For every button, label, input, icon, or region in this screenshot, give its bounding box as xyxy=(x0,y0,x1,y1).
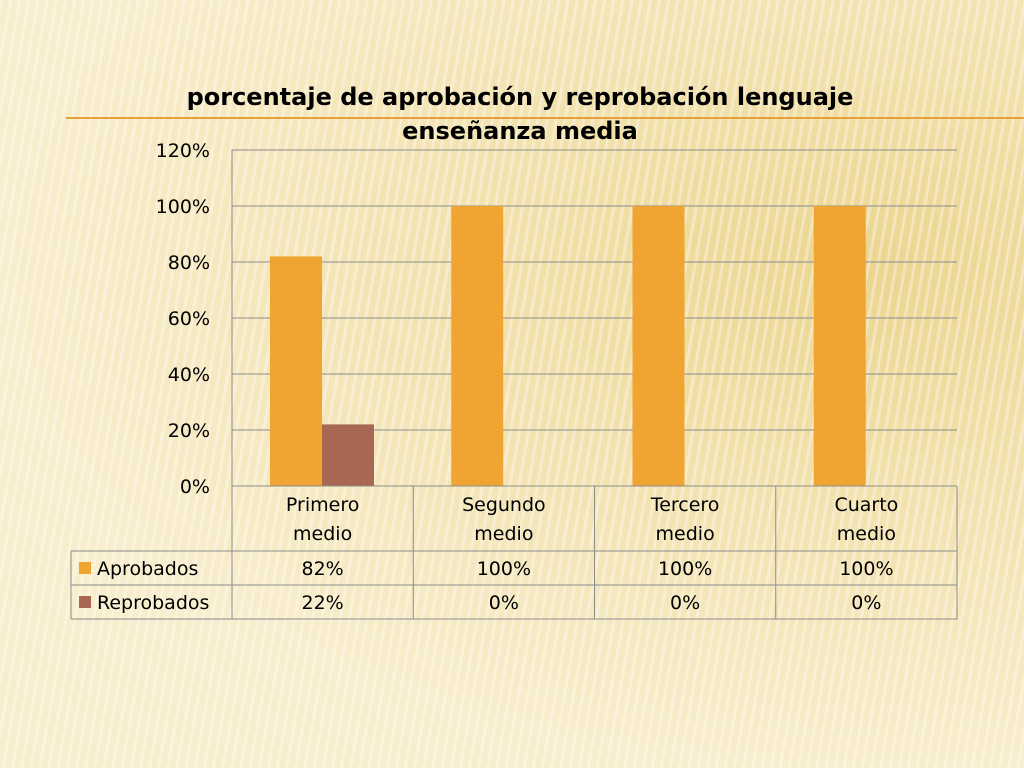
bar-reprobados xyxy=(322,424,374,486)
y-tick-label: 100% xyxy=(156,196,210,218)
y-axis-tick-labels: 0% 20% 40% 60% 80% 100% 120% xyxy=(156,140,210,498)
legend-swatch-reprobados xyxy=(79,596,91,608)
legend-label: Aprobados xyxy=(97,558,198,580)
data-label: 22% xyxy=(302,592,344,614)
data-label: 100% xyxy=(477,558,531,580)
legend-label: Reprobados xyxy=(97,592,209,614)
title-accent-line xyxy=(66,117,1024,119)
data-label: 82% xyxy=(302,558,344,580)
chart-title-line-1: porcentaje de aprobación y reprobación l… xyxy=(186,83,854,111)
y-tick-label: 0% xyxy=(180,476,210,498)
category-label: Segundo xyxy=(462,494,546,516)
y-tick-label: 60% xyxy=(168,308,210,330)
data-label: 100% xyxy=(658,558,712,580)
chart-title: porcentaje de aprobación y reprobación l… xyxy=(150,80,890,148)
legend-swatch-aprobados xyxy=(79,562,91,574)
category-label: medio xyxy=(837,523,896,545)
bar-aprobados xyxy=(813,206,866,486)
bars xyxy=(270,206,866,486)
data-label: 100% xyxy=(839,558,893,580)
chart-title-line-2: enseñanza media xyxy=(402,117,638,145)
category-label: medio xyxy=(474,523,533,545)
category-label: medio xyxy=(656,523,715,545)
category-label: medio xyxy=(293,523,352,545)
bar-aprobados xyxy=(270,256,322,486)
bar-aprobados xyxy=(632,206,685,486)
y-tick-label: 40% xyxy=(168,364,210,386)
y-tick-label: 80% xyxy=(168,252,210,274)
data-table: Primero medio Segundo medio Tercero medio Cuar… xyxy=(70,485,958,620)
y-tick-label: 20% xyxy=(168,420,210,442)
data-label: 0% xyxy=(489,592,519,614)
category-label: Primero xyxy=(286,494,359,516)
y-tick-label: 120% xyxy=(156,140,210,162)
data-label: 0% xyxy=(670,592,700,614)
data-label: 0% xyxy=(851,592,881,614)
bar-aprobados xyxy=(451,206,504,486)
category-label: Cuarto xyxy=(834,494,898,516)
category-label: Tercero xyxy=(650,494,720,516)
